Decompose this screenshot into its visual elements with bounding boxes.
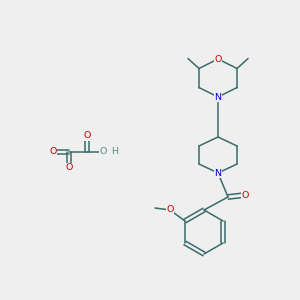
Text: O: O <box>83 131 91 140</box>
Text: O: O <box>99 148 107 157</box>
Text: O: O <box>65 164 73 172</box>
Text: O: O <box>214 55 222 64</box>
Text: O: O <box>49 148 57 157</box>
Text: O: O <box>166 206 174 214</box>
Text: N: N <box>214 92 221 101</box>
Text: H: H <box>112 148 118 157</box>
Text: N: N <box>214 169 221 178</box>
Text: O: O <box>241 190 249 200</box>
